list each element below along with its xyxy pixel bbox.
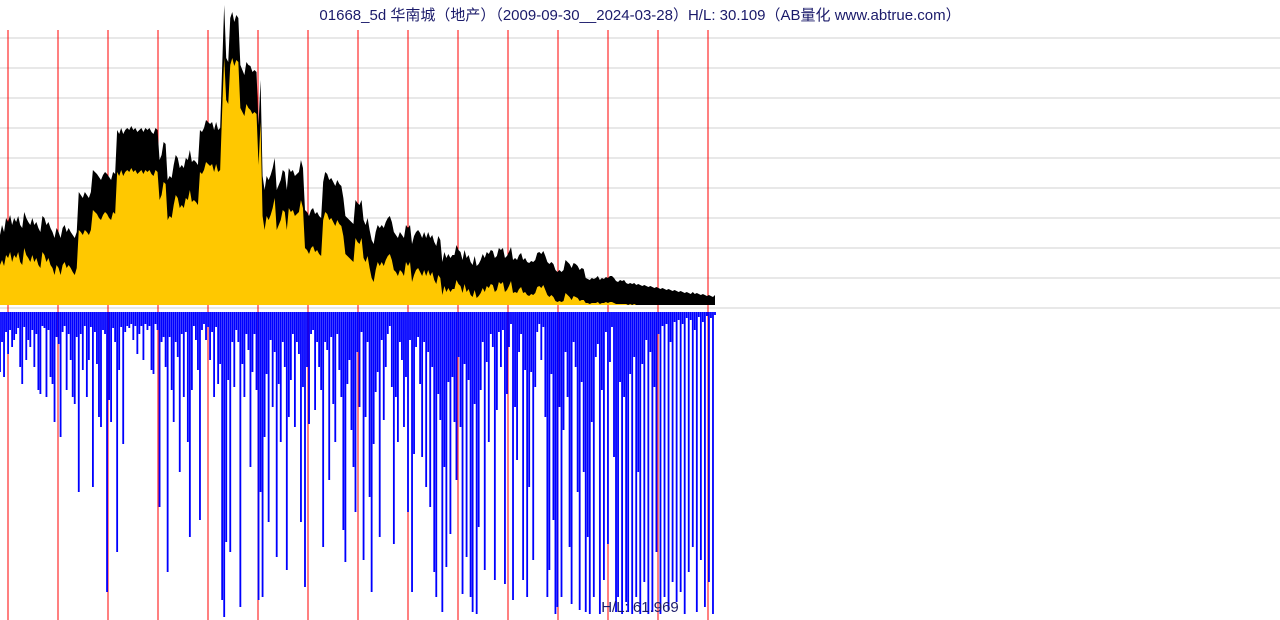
chart-svg — [0, 0, 1280, 620]
chart-area — [0, 0, 1280, 620]
chart-title: 01668_5d 华南城（地产）（2009-09-30__2024-03-28）… — [0, 4, 1280, 25]
bottom-hl-label: H/L: 61.969 — [0, 599, 1280, 616]
